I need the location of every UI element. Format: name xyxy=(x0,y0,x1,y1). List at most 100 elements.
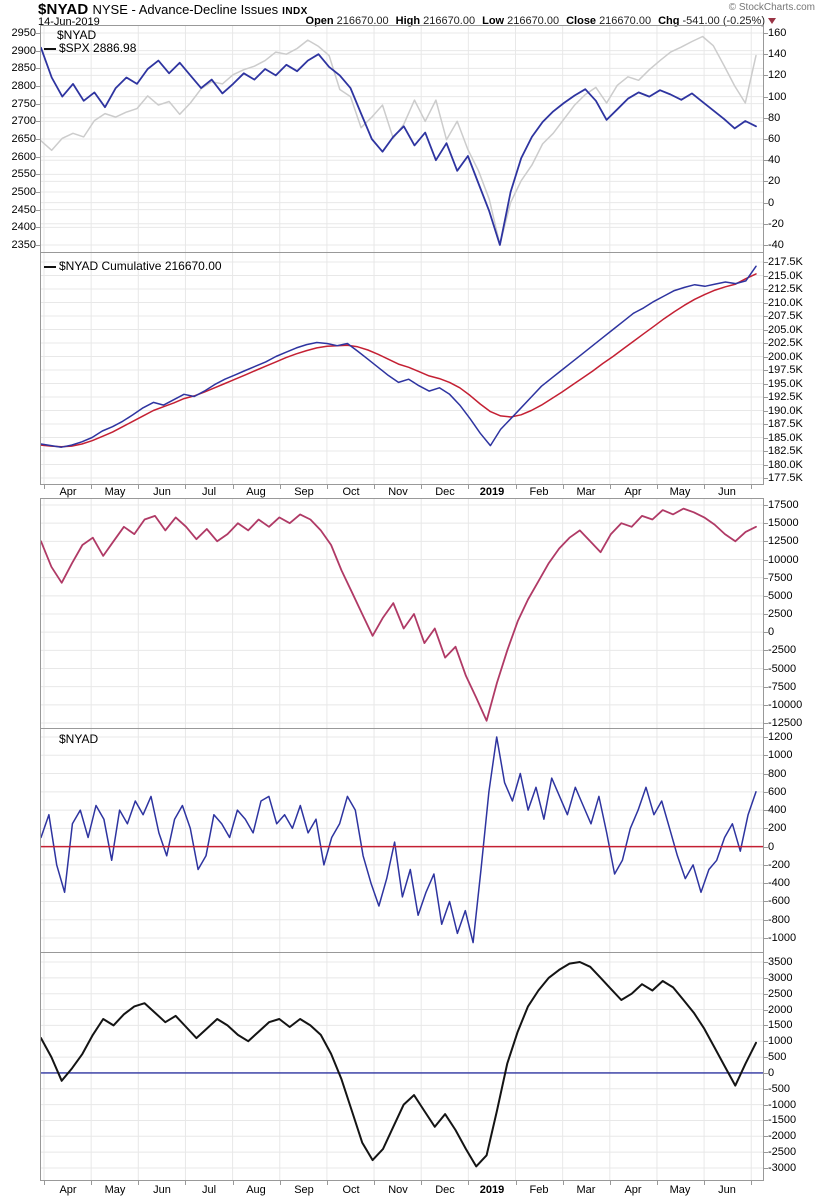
y-axis-tick xyxy=(36,210,40,211)
x-axis-tick xyxy=(421,1180,422,1185)
y-axis-tick-label: 2500 xyxy=(768,608,793,620)
y-axis-tick xyxy=(764,865,768,866)
y-axis-tick xyxy=(764,1136,768,1137)
y-axis-tick-label: -800 xyxy=(768,914,791,926)
x-axis-tick xyxy=(233,484,234,489)
y-axis-tick xyxy=(764,343,768,344)
y-axis-tick xyxy=(764,560,768,561)
y-axis-tick-label: 2650 xyxy=(11,133,36,145)
chart-header: $NYAD NYSE - Advance-Decline Issues INDX xyxy=(38,1,308,19)
y-axis-tick-label: 212.5K xyxy=(768,283,803,295)
x-axis-tick xyxy=(138,1180,139,1185)
y-axis-tick-label: 140 xyxy=(768,48,787,60)
y-axis-tick xyxy=(764,901,768,902)
x-axis-label: Feb xyxy=(529,486,549,498)
y-axis-tick-label: 600 xyxy=(768,786,787,798)
x-axis-label: May xyxy=(104,1184,126,1196)
y-axis-tick xyxy=(764,397,768,398)
y-axis-tick-label: -1000 xyxy=(768,1099,797,1111)
x-axis-label: 2019 xyxy=(479,486,505,498)
y-axis-tick-label: 2950 xyxy=(11,27,36,39)
x-axis-label: May xyxy=(669,1184,691,1196)
x-axis-label: Jul xyxy=(201,1184,217,1196)
y-axis-tick-label: 2000 xyxy=(768,1004,793,1016)
y-axis-tick xyxy=(764,478,768,479)
y-axis-tick xyxy=(764,203,768,204)
y-axis-tick-label: 60 xyxy=(768,133,781,145)
y-axis-tick xyxy=(764,650,768,651)
x-axis-label: 2019 xyxy=(479,1184,505,1196)
y-axis-tick-label: 0 xyxy=(768,197,775,209)
x-axis-label: Apr xyxy=(624,486,642,498)
y-axis-tick xyxy=(764,1152,768,1153)
y-axis-tick-label: 0 xyxy=(768,626,775,638)
x-axis-label: Aug xyxy=(246,486,266,498)
x-axis-tick xyxy=(280,484,281,489)
panel4-legend-text: $NYAD xyxy=(59,732,99,746)
x-axis-tick xyxy=(610,484,611,489)
y-axis-tick-label: 800 xyxy=(768,768,787,780)
chg-label: Chg xyxy=(658,15,680,27)
x-axis-label: Mar xyxy=(576,1184,596,1196)
y-axis-tick-label: -2500 xyxy=(768,1146,797,1158)
y-axis-tick xyxy=(764,632,768,633)
y-axis-tick-label: 100 xyxy=(768,91,787,103)
y-axis-tick-label: 400 xyxy=(768,804,787,816)
y-axis-tick xyxy=(36,227,40,228)
y-axis-tick xyxy=(764,962,768,963)
x-axis-tick xyxy=(657,484,658,489)
x-axis-tick xyxy=(421,484,422,489)
x-axis-tick xyxy=(280,1180,281,1185)
y-axis-tick-label: 210.0K xyxy=(768,297,803,309)
y-axis-tick xyxy=(764,596,768,597)
x-axis-tick xyxy=(233,1180,234,1185)
x-axis-tick xyxy=(563,1180,564,1185)
y-axis-tick-label: -3000 xyxy=(768,1162,797,1174)
exchange-label: INDX xyxy=(282,6,308,17)
y-axis-tick-label: 2750 xyxy=(11,98,36,110)
y-axis-tick xyxy=(764,1041,768,1042)
y-axis-tick-label: 0 xyxy=(768,841,775,853)
y-axis-tick-label: 2400 xyxy=(11,221,36,233)
x-axis-tick xyxy=(91,484,92,489)
y-axis-tick xyxy=(764,737,768,738)
x-axis-tick xyxy=(704,1180,705,1185)
y-axis-tick xyxy=(764,181,768,182)
x-axis-tick xyxy=(563,484,564,489)
y-axis-tick xyxy=(764,828,768,829)
y-axis-tick-label: 15000 xyxy=(768,517,799,529)
x-axis-label: Aug xyxy=(246,1184,266,1196)
x-axis-tick xyxy=(704,484,705,489)
y-axis-tick-label: 2500 xyxy=(768,988,793,1000)
x-axis-tick xyxy=(751,484,752,489)
y-axis-tick-label: 20 xyxy=(768,175,781,187)
y-axis-tick-label: 215.0K xyxy=(768,270,803,282)
x-axis-tick xyxy=(185,484,186,489)
x-axis-tick xyxy=(516,1180,517,1185)
x-axis-tick xyxy=(185,1180,186,1185)
y-axis-tick-label: 2500 xyxy=(11,186,36,198)
high-label: High xyxy=(395,15,421,27)
y-axis-tick-label: 7500 xyxy=(768,572,793,584)
symbol-label: $NYAD xyxy=(38,1,89,18)
x-axis-label: Sep xyxy=(294,1184,314,1196)
y-axis-tick-label: 80 xyxy=(768,112,781,124)
symbol-name: NYSE - Advance-Decline Issues xyxy=(92,2,279,17)
y-axis-tick xyxy=(764,438,768,439)
y-axis-tick xyxy=(764,262,768,263)
y-axis-tick-label: 160 xyxy=(768,27,787,39)
x-axis-label: Jun xyxy=(718,486,736,498)
y-axis-tick-label: -7500 xyxy=(768,681,797,693)
series-nyaddaily xyxy=(40,736,757,944)
y-axis-tick xyxy=(764,505,768,506)
y-axis-tick xyxy=(764,1057,768,1058)
panel2-legend-text: $NYAD Cumulative 216670.00 xyxy=(59,259,222,273)
y-axis-tick xyxy=(764,384,768,385)
x-axis-tick xyxy=(468,1180,469,1185)
open-value: 216670.00 xyxy=(336,15,389,27)
x-axis-tick xyxy=(657,1180,658,1185)
y-axis-tick xyxy=(764,411,768,412)
y-axis-tick-label: -1000 xyxy=(768,932,797,944)
x-axis-tick xyxy=(44,484,45,489)
